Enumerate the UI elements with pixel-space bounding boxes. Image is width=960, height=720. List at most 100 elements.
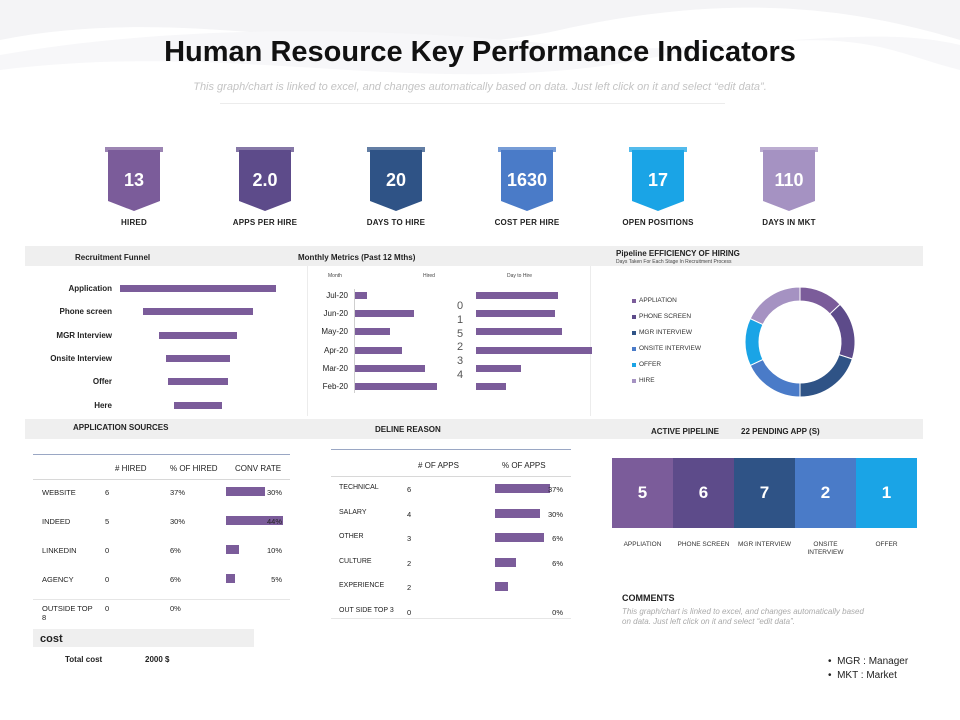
kpi-ribbon-shape bbox=[501, 150, 553, 211]
separator-2 bbox=[590, 266, 591, 416]
pipeline-stage-label: OFFER bbox=[875, 541, 898, 548]
kpi-ribbon bbox=[367, 147, 425, 211]
kpi-card: 17 OPEN POSITIONS bbox=[603, 147, 713, 227]
decline-apps: 0 bbox=[407, 607, 412, 617]
sources-top-rule bbox=[33, 454, 290, 455]
decline-reason: OUT SIDE TOP 3 bbox=[339, 606, 394, 614]
kpi-ribbon-shape bbox=[370, 150, 422, 211]
legend-label: PHONE SCREEN bbox=[639, 313, 692, 320]
source-pct: 6% bbox=[170, 575, 181, 584]
cost-band bbox=[33, 629, 254, 647]
note-mgr: • MGR : Manager bbox=[828, 656, 909, 667]
pipeline-stage-label: MGR INTERVIEW bbox=[738, 541, 791, 548]
decline-header-rule bbox=[331, 476, 571, 477]
decline-pct: 0% bbox=[552, 607, 563, 617]
monthly-header-hired: Hired bbox=[423, 273, 435, 279]
active-pipeline-title: ACTIVE PIPELINE bbox=[651, 427, 720, 436]
days-to-hire-bar bbox=[476, 328, 563, 336]
kpi-label: DAYS TO HIRE bbox=[366, 218, 426, 227]
pipeline-stage-box: 7 bbox=[734, 458, 795, 528]
kpi-ribbon-shape bbox=[108, 150, 160, 211]
donut-slice bbox=[799, 354, 853, 398]
conv-rate-bar bbox=[226, 516, 283, 525]
source-conv: 5% bbox=[271, 575, 282, 584]
kpi-ribbon-shape bbox=[632, 150, 684, 211]
days-to-hire-bar bbox=[476, 346, 592, 354]
funnel-label: Here bbox=[94, 400, 112, 410]
legend-swatch bbox=[632, 346, 636, 351]
decline-reason: CULTURE bbox=[339, 557, 372, 565]
kpi-value: 20 bbox=[385, 170, 407, 190]
pipeline-stage-box: 6 bbox=[673, 458, 734, 528]
source-name: AGENCY bbox=[42, 575, 74, 584]
funnel-bar bbox=[168, 378, 228, 386]
section-band-middle bbox=[25, 419, 923, 439]
donut-slice bbox=[744, 317, 764, 367]
decline-apps: 3 bbox=[407, 534, 412, 543]
page-subtitle: This graph/chart is linked to excel, and… bbox=[193, 81, 767, 93]
monthly-axis bbox=[354, 289, 355, 393]
source-name: WEBSITE bbox=[42, 488, 76, 497]
month-label: Mar-20 bbox=[322, 363, 348, 373]
note-mkt-text: MKT : Market bbox=[837, 670, 897, 681]
sources-column-header: # HIRED bbox=[115, 464, 147, 473]
hired-axis-label: 2 bbox=[457, 341, 464, 354]
decline-title: DELINE REASON bbox=[375, 425, 441, 434]
legend-swatch bbox=[632, 314, 636, 319]
hired-bar bbox=[355, 346, 402, 354]
pipeline-donut-chart bbox=[744, 286, 856, 398]
legend-swatch bbox=[632, 330, 636, 335]
legend-label: APPLIATION bbox=[639, 297, 677, 304]
decline-bottom-rule bbox=[331, 618, 571, 619]
funnel-label: MGR Interview bbox=[56, 330, 112, 340]
source-name: OUTSIDE TOP 8 bbox=[42, 604, 93, 622]
hired-bar bbox=[355, 383, 437, 390]
donut-slice bbox=[749, 286, 801, 326]
hired-bar bbox=[355, 364, 426, 372]
pipeline-title: Pipeline EFFICIENCY OF HIRING bbox=[616, 249, 740, 258]
kpi-ribbon-shape bbox=[763, 150, 815, 211]
donut-slice bbox=[829, 303, 856, 360]
donut-slice bbox=[749, 358, 801, 398]
hired-axis-label: 0 bbox=[457, 300, 464, 312]
hired-bar bbox=[355, 310, 414, 318]
legend-label: OFFER bbox=[639, 361, 662, 368]
sources-title: APPLICATION SOURCES bbox=[73, 423, 169, 432]
decline-top-rule bbox=[331, 449, 571, 450]
decline-bar bbox=[495, 582, 509, 591]
decline-pct: 37% bbox=[547, 485, 563, 494]
kpi-ribbon bbox=[498, 147, 556, 211]
source-hired: 0 bbox=[105, 546, 110, 555]
kpi-label: APPS PER HIRE bbox=[232, 218, 298, 227]
funnel-bar bbox=[120, 285, 276, 292]
source-pct: 37% bbox=[170, 488, 186, 497]
kpi-label: HIRED bbox=[121, 218, 147, 227]
comments-title: COMMENTS bbox=[622, 593, 675, 603]
pipeline-stage-count: 1 bbox=[881, 483, 892, 502]
donut-legend-item: APPLIATION bbox=[632, 297, 677, 304]
pipeline-stage-count: 6 bbox=[698, 483, 709, 502]
kpi-value: 110 bbox=[774, 170, 804, 190]
pipeline-subtitle: Days Taken For Each Stage In Recruitment… bbox=[616, 259, 732, 265]
legend-label: ONSITE INTERVIEW bbox=[639, 345, 701, 352]
kpi-ribbon-shape bbox=[239, 150, 291, 211]
kpi-ribbon-top bbox=[760, 147, 818, 152]
kpi-label: OPEN POSITIONS bbox=[622, 218, 694, 227]
month-label: May-20 bbox=[321, 327, 348, 337]
monthly-title: Monthly Metrics (Past 12 Mths) bbox=[298, 253, 416, 262]
conv-rate-bar bbox=[226, 545, 239, 554]
pipeline-stage-count: 2 bbox=[820, 483, 831, 502]
decline-pct: 6% bbox=[552, 534, 563, 543]
legend-swatch bbox=[632, 362, 636, 367]
kpi-ribbon bbox=[760, 147, 818, 211]
total-cost-label: Total cost bbox=[65, 655, 103, 664]
monthly-header-month: Month bbox=[328, 273, 342, 279]
hired-axis-label: 3 bbox=[457, 355, 464, 368]
source-conv: 10% bbox=[266, 546, 282, 555]
kpi-ribbon bbox=[105, 147, 163, 211]
donut-legend-item: PHONE SCREEN bbox=[632, 313, 691, 320]
decline-bar bbox=[495, 484, 550, 493]
legend-label: HIRE bbox=[639, 377, 655, 384]
hired-bar bbox=[355, 292, 367, 299]
kpi-ribbon-top bbox=[629, 147, 687, 152]
